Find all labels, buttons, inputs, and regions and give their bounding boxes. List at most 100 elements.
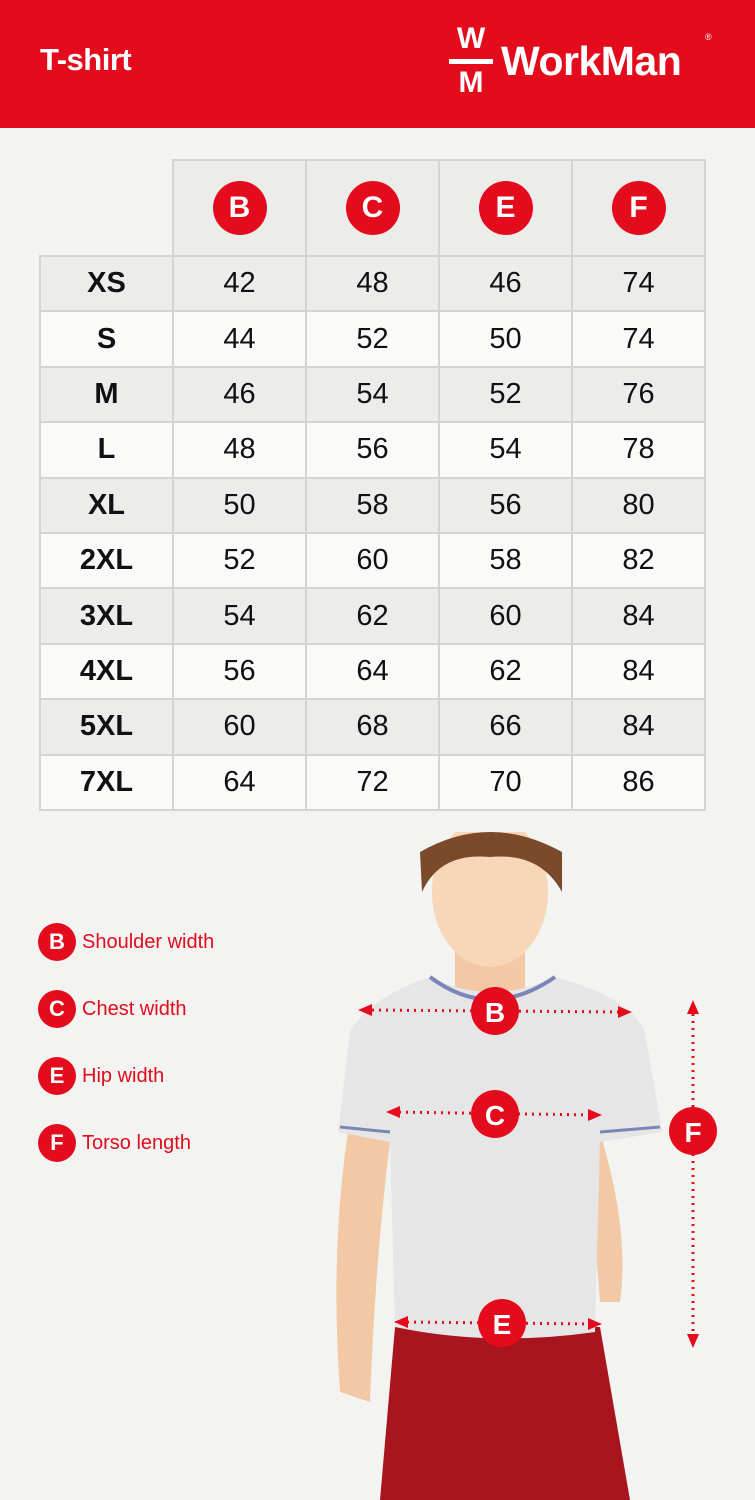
measurement-cell: 56 [438, 476, 573, 534]
legend-item: C Chest width [38, 989, 214, 1029]
size-label: 5XL [39, 698, 174, 756]
legend-label: Hip width [82, 1064, 165, 1087]
logo-mark-top: W [456, 22, 486, 55]
table-header-row: B C E F [40, 159, 706, 257]
measurement-cell: 64 [172, 753, 307, 811]
table-row: 7XL 64 72 70 86 [39, 753, 706, 811]
table-row: 3XL 54 62 60 84 [39, 587, 706, 645]
size-label: XS [39, 254, 174, 313]
measurement-cell: 84 [571, 587, 706, 645]
column-header: B [172, 159, 307, 257]
size-label: S [39, 310, 174, 368]
measurement-cell: 82 [571, 531, 706, 590]
legend-label: Shoulder width [82, 930, 215, 953]
column-header: F [571, 159, 706, 257]
size-label: M [39, 365, 174, 424]
measurement-cell: 54 [172, 587, 307, 645]
measurement-cell: 58 [438, 531, 573, 590]
measurement-lines [364, 1007, 695, 1342]
corner-cell [40, 160, 173, 256]
legend-item: E Hip width [38, 1056, 214, 1096]
marker-e: E [478, 1299, 526, 1347]
size-label: XL [39, 476, 174, 534]
measurement-cell: 64 [305, 642, 440, 701]
measurement-cell: 44 [172, 310, 307, 368]
logo-mark-bottom: M [458, 66, 484, 99]
measurement-cell: 52 [172, 531, 307, 590]
measurement-cell: 78 [571, 421, 706, 479]
svg-text:F: F [684, 1117, 701, 1148]
hair [420, 832, 562, 892]
measurement-cell: 48 [172, 421, 307, 479]
measurement-cell: 60 [172, 698, 307, 756]
measurement-cell: 84 [571, 642, 706, 701]
badge-f: F [611, 181, 666, 235]
measurement-cell: 46 [172, 365, 307, 424]
tshirt [338, 977, 662, 1339]
table-row: XL 50 58 56 80 [39, 476, 706, 534]
table-row: 5XL 60 68 66 84 [39, 698, 706, 756]
face [432, 832, 548, 967]
measurement-cell: 56 [172, 642, 307, 701]
table-row: 2XL 52 60 58 82 [39, 531, 706, 590]
table-row: XS 42 48 46 74 [39, 254, 706, 313]
size-label: 3XL [39, 587, 174, 645]
page-title: T-shirt [40, 42, 132, 77]
measurement-cell: 52 [305, 310, 440, 368]
legend-item: B Shoulder width [38, 922, 214, 962]
measurement-cell: 62 [305, 587, 440, 645]
legend-badge: F [38, 1124, 76, 1162]
measurement-cell: 54 [438, 421, 573, 479]
legend-label: Torso length [82, 1131, 191, 1154]
right-sleeve-trim [599, 1125, 661, 1134]
table-row: M 46 54 52 76 [39, 365, 706, 424]
svg-text:B: B [485, 997, 505, 1028]
marker-f: F [669, 1107, 717, 1155]
measurement-cell: 86 [571, 753, 706, 811]
badge-b: B [212, 181, 267, 235]
size-label: 2XL [39, 531, 174, 590]
legend-badge: B [38, 923, 76, 961]
measurement-cell: 46 [438, 254, 573, 313]
left-arm [336, 1132, 390, 1402]
tshirt-model-illustration: B C E F [336, 832, 717, 1500]
legend-label: Chest width [82, 997, 187, 1020]
column-header: C [305, 159, 440, 257]
svg-text:E: E [493, 1309, 512, 1340]
pants [380, 1327, 630, 1500]
measurement-cell: 42 [172, 254, 307, 313]
measurement-cell: 52 [438, 365, 573, 424]
measurement-legend: B Shoulder width C Chest width E Hip width … [38, 922, 214, 1190]
measurement-cell: 60 [438, 587, 573, 645]
measurement-cell: 48 [305, 254, 440, 313]
legend-item: F Torso length [38, 1123, 214, 1163]
left-sleeve-trim [339, 1125, 391, 1134]
badge-e: E [478, 181, 533, 235]
legend-badge: E [38, 1057, 76, 1095]
logo-bar [449, 59, 493, 64]
table-row: S 44 52 50 74 [39, 310, 706, 368]
svg-text:C: C [485, 1100, 505, 1131]
logo-text: WorkMan [501, 38, 682, 84]
measurement-cell: 60 [305, 531, 440, 590]
measurement-cell: 84 [571, 698, 706, 756]
column-header: E [438, 159, 573, 257]
measurement-cell: 74 [571, 310, 706, 368]
legend-badge: C [38, 990, 76, 1028]
badge-c: C [345, 181, 400, 235]
table-row: 4XL 56 64 62 84 [39, 642, 706, 701]
measurement-cell: 76 [571, 365, 706, 424]
measurement-cell: 70 [438, 753, 573, 811]
size-label: 7XL [39, 753, 174, 811]
registered-mark: ® [705, 32, 712, 42]
measurement-cell: 56 [305, 421, 440, 479]
size-label: 4XL [39, 642, 174, 701]
measurement-cell: 68 [305, 698, 440, 756]
measurement-cell: 58 [305, 476, 440, 534]
measurement-cell: 80 [571, 476, 706, 534]
size-label: L [39, 421, 174, 479]
measurement-cell: 50 [438, 310, 573, 368]
workman-logo: W M WorkMan ® [449, 24, 719, 100]
measurement-cell: 66 [438, 698, 573, 756]
measurement-cell: 72 [305, 753, 440, 811]
